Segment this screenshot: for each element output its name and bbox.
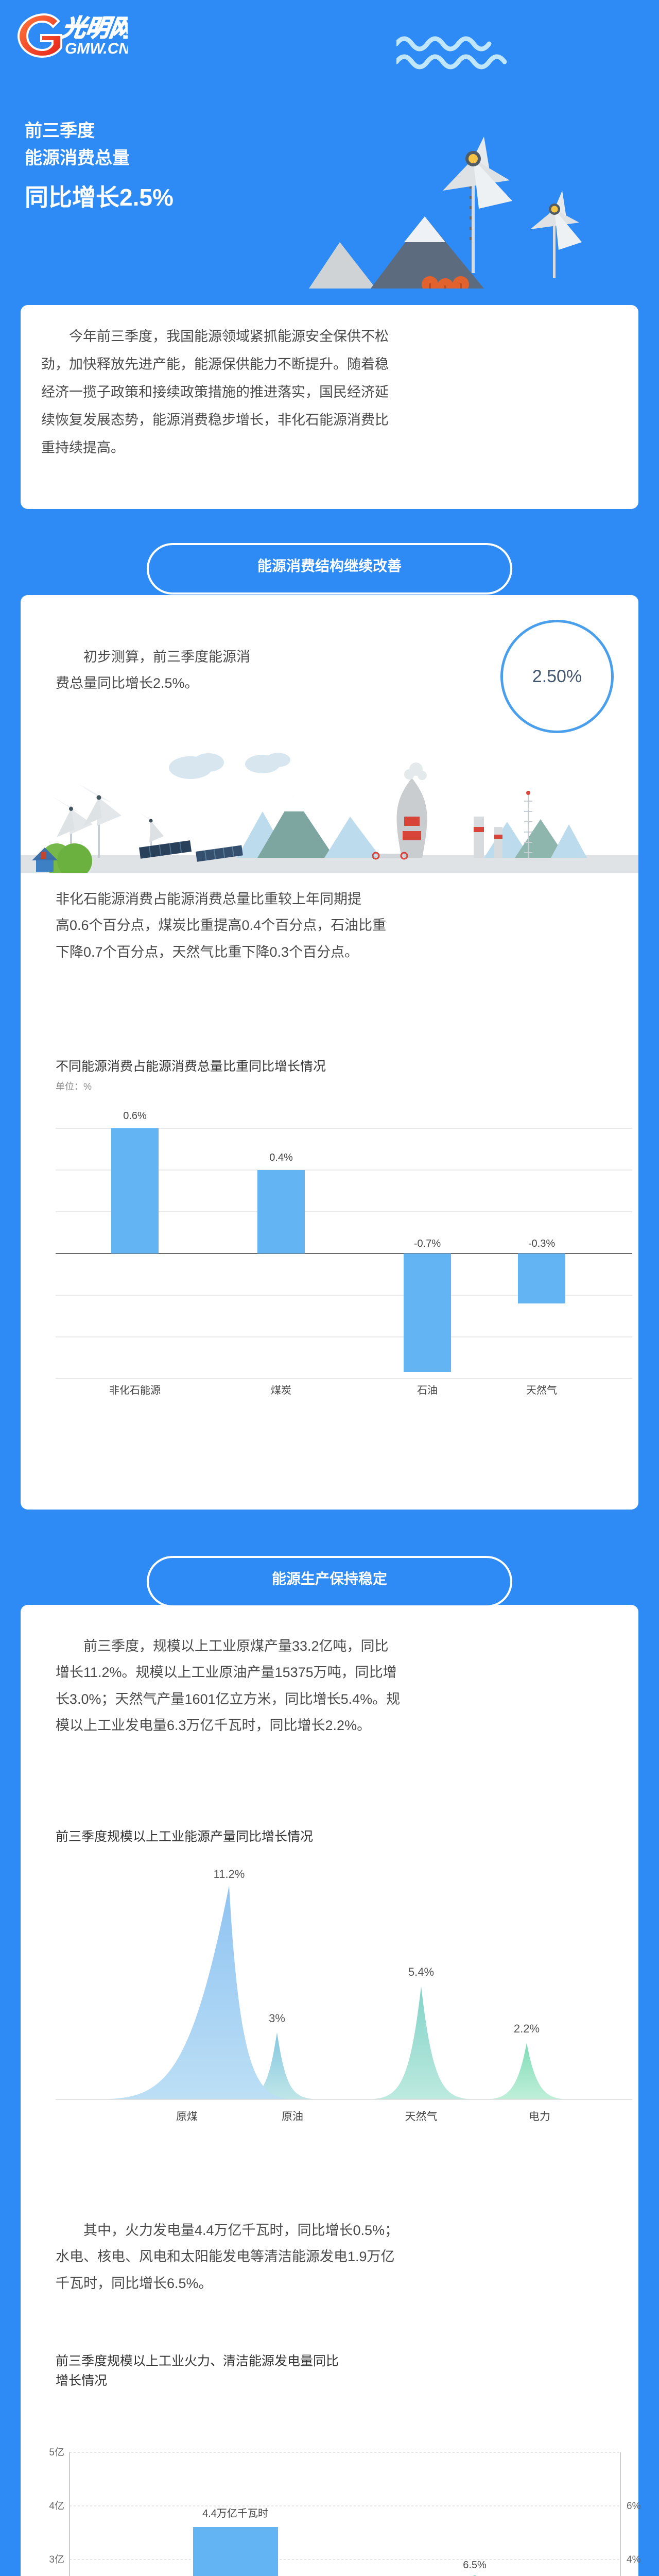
svg-text:-0.3%: -0.3% [528,1238,555,1249]
svg-text:原油: 原油 [282,2111,303,2123]
svg-text:0.4%: 0.4% [269,1152,293,1163]
svg-text:4.4万亿千瓦时: 4.4万亿千瓦时 [202,2507,268,2519]
svg-text:原煤: 原煤 [176,2111,198,2123]
svg-text:6%: 6% [627,2501,641,2512]
svg-text:GMW.CN: GMW.CN [65,40,128,57]
svg-text:4%: 4% [627,2554,641,2565]
svg-text:5.4%: 5.4% [408,1965,434,1978]
svg-text:煤炭: 煤炭 [271,1384,291,1396]
svg-text:光明网: 光明网 [60,14,128,41]
svg-text:非化石能源: 非化石能源 [109,1384,161,1396]
svg-text:5亿: 5亿 [49,2447,64,2458]
svg-text:3%: 3% [269,2012,285,2025]
svg-text:-0.7%: -0.7% [414,1238,441,1249]
svg-text:0.6%: 0.6% [123,1110,147,1122]
svg-text:2.2%: 2.2% [514,2022,540,2035]
svg-text:天然气: 天然气 [526,1384,557,1396]
svg-text:11.2%: 11.2% [214,1868,245,1880]
svg-text:3亿: 3亿 [49,2554,64,2565]
svg-text:电力: 电力 [529,2111,550,2123]
svg-text:6.5%: 6.5% [463,2560,487,2571]
svg-text:4亿: 4亿 [49,2500,64,2512]
svg-text:天然气: 天然气 [405,2111,438,2123]
svg-text:石油: 石油 [417,1384,438,1396]
